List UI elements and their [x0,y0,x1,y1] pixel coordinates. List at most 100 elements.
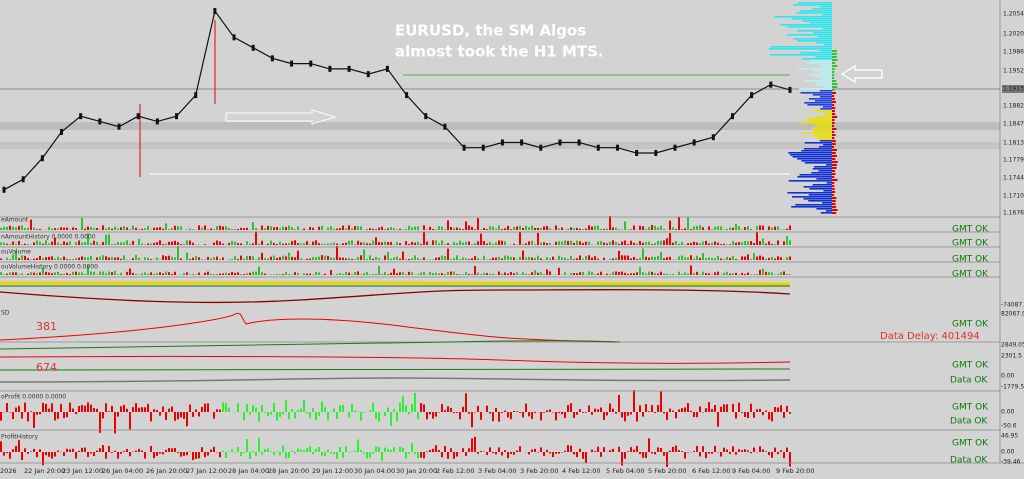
profile-bar [797,176,832,178]
volume-bar [471,244,473,245]
volume-bar [735,223,737,230]
volume-bar [57,242,59,245]
volume-bar [120,227,122,230]
profit-bar [696,445,698,452]
profit-bar [90,452,92,454]
profit-bar [624,412,626,422]
volume-bar [231,258,233,260]
volume-bar [330,257,332,260]
volume-bar [9,225,11,230]
profit-bar [186,412,188,427]
volume-bar [570,227,572,230]
volume-bar [633,273,635,275]
volume-bar [117,228,119,230]
volume-bar [318,272,320,275]
profile-delta [832,197,837,199]
volume-bar [258,257,260,260]
volume-bar [174,271,176,275]
volume-bar [9,259,11,260]
volume-bar [729,273,731,275]
profit-bar [624,452,626,459]
volume-bar [435,257,437,260]
volume-bar [594,274,596,275]
volume-bar [624,255,626,260]
profit-bar [276,412,278,421]
profit-bar [408,412,410,415]
volume-bar [435,240,437,245]
profit-bar [732,446,734,452]
volume-bar [774,226,776,230]
volume-bar [96,228,98,230]
profit-bar [138,448,140,452]
profit-bar [453,412,455,414]
volume-bar [402,272,404,275]
volume-bar [249,272,251,275]
volume-bar [342,257,344,260]
profit-bar [480,412,482,420]
profit-bar [96,450,98,452]
profile-bar [813,70,832,72]
volume-bar [402,251,404,260]
volume-bar [162,273,164,275]
profit-bar [156,409,158,412]
profile-bar [820,108,832,110]
profit-bar [36,452,38,458]
volume-bar [738,242,740,245]
volume-bar [198,257,200,260]
volume-bar [45,271,47,275]
volume-bar [507,273,509,275]
profit-bar [726,404,728,412]
volume-bar [99,256,101,260]
volume-bar [393,268,395,275]
volume-bar [786,236,788,245]
profit-bar [378,446,380,452]
volume-bar [360,242,362,245]
volume-bar [573,259,575,260]
volume-bar [132,272,134,275]
volume-bar [231,271,233,275]
volume-bar [447,248,449,260]
volume-bar [549,228,551,230]
profit-bar [366,452,368,459]
volume-bar [663,240,665,245]
volume-bar [126,240,128,245]
time-label: 26 Jan 20:00 [146,467,187,475]
volume-bar [87,257,89,260]
volume-bar [387,274,389,275]
volume-bar [126,227,128,230]
profile-delta [832,128,837,130]
volume-bar [528,241,530,245]
profit-bar [222,402,224,412]
volume-bar [318,226,320,230]
profit-bar [558,412,560,414]
profit-bar [141,450,143,452]
profit-bar [42,452,44,466]
profile-bar [820,6,832,8]
volume-bar [615,241,617,245]
volume-bar [534,257,536,260]
profit-bar [300,408,302,412]
volume-bar [357,226,359,230]
profit-bar [177,412,179,420]
profit-bar [81,404,83,412]
profit-bar [324,407,326,412]
profit-bar [486,452,488,456]
volume-bar [267,258,269,260]
volume-bar [441,273,443,275]
profile-bar [797,30,832,32]
profit-bar [192,452,194,461]
profit-bar [414,452,416,455]
status: GMT OK [952,225,989,235]
profit-bar [600,452,602,457]
volume-bar [99,271,101,275]
volume-bar [453,242,455,245]
profile-delta [832,203,836,205]
profit-bar [417,452,419,459]
volume-bar [729,227,731,230]
volume-bar [669,274,671,275]
volume-bar [321,255,323,260]
volume-bar [525,273,527,275]
profit-bar [330,452,332,454]
profile-bar [812,8,832,10]
profit-bar [777,452,779,455]
